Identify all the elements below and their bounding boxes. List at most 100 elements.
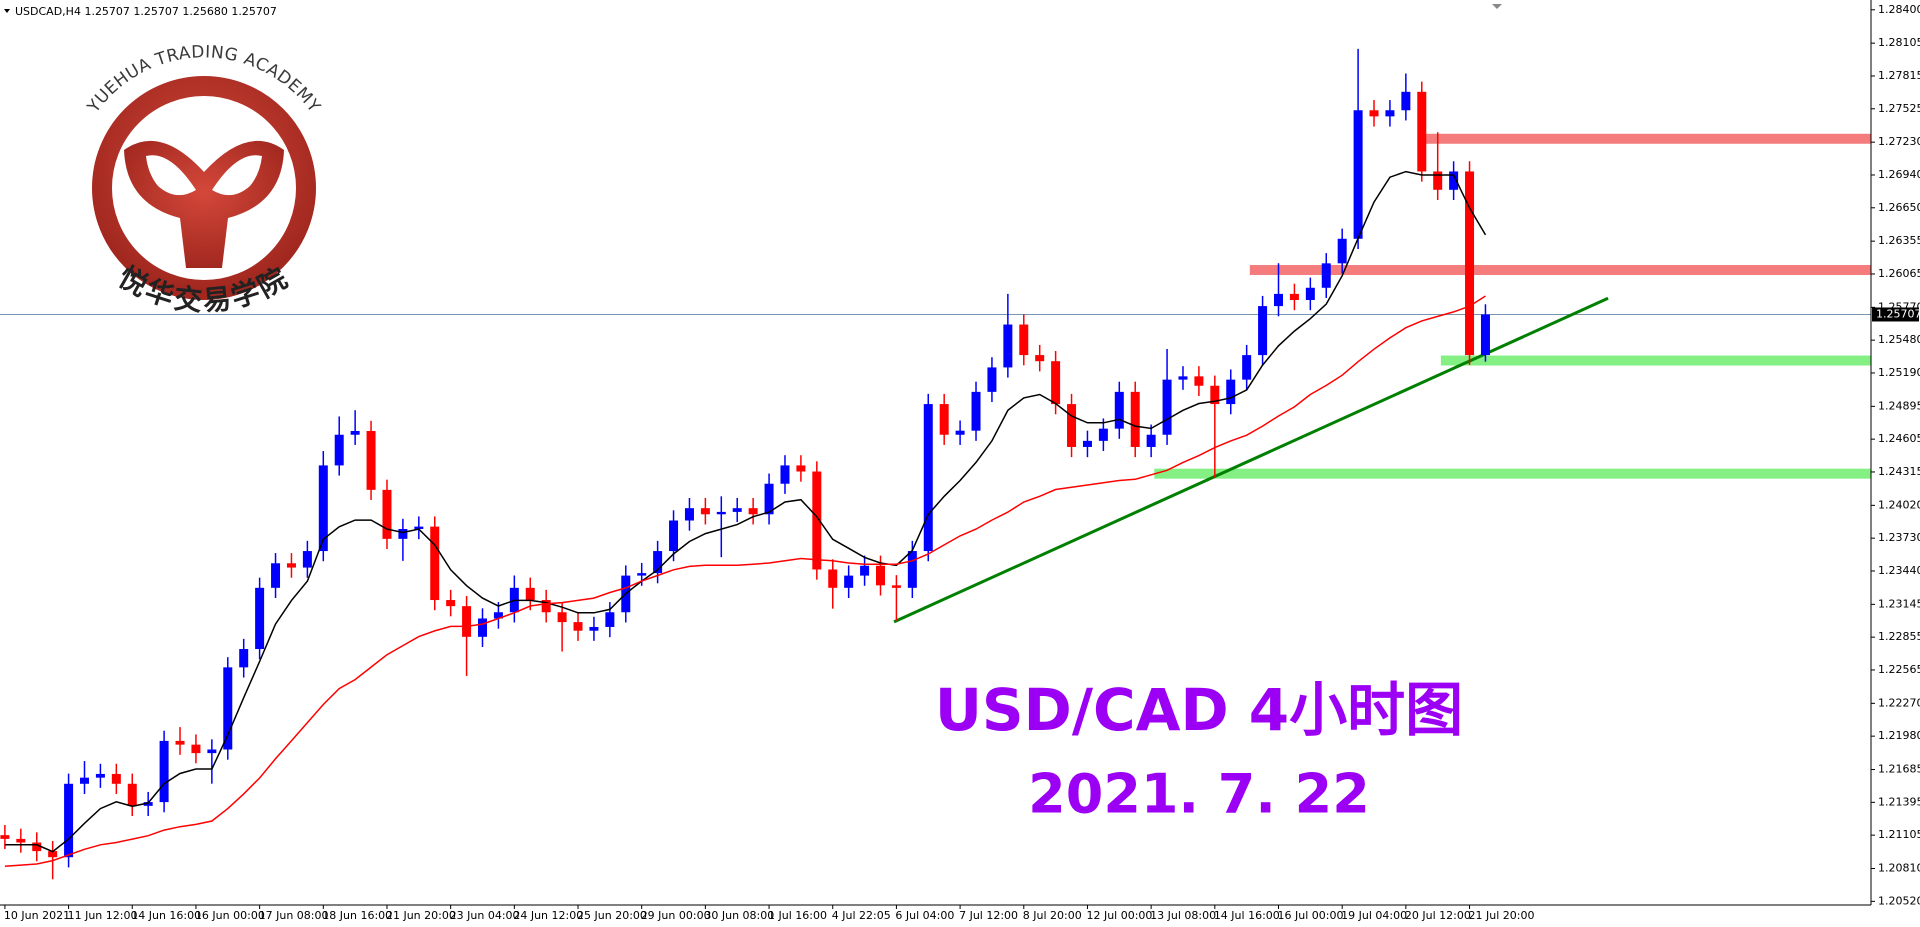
candle-body [255,587,265,650]
candle-body [637,573,647,576]
x-tick-label: 21 Jul 20:00 [1469,909,1535,922]
x-tick-label: 7 Jul 12:00 [959,909,1018,922]
candle-body [1337,238,1347,264]
y-tick-label: 1.26065 [1878,267,1920,280]
x-tick-label: 10 Jun 2021 [4,909,70,922]
x-tick-label: 13 Jul 08:00 [1150,909,1216,922]
candle-body [971,391,981,431]
candle-body [1242,355,1252,380]
candle-body [493,612,503,619]
candle-body [1226,379,1236,405]
candle-body [175,740,185,745]
candle-body [1449,171,1459,190]
candle-body [32,842,42,852]
y-tick-label: 1.22270 [1878,696,1920,709]
candle-body [828,569,838,588]
candle-body [1305,287,1315,300]
menu-triangle[interactable] [4,9,10,13]
y-tick-label: 1.20810 [1878,862,1920,875]
y-tick-label: 1.21685 [1878,763,1920,776]
candle-body [446,600,456,607]
candle-body [923,404,933,552]
candle-body [1274,293,1283,307]
candle-body [0,835,10,839]
candle-body [334,434,344,466]
candle-body [111,773,121,784]
candle-body [1178,376,1188,380]
y-tick-label: 1.24895 [1878,399,1920,412]
y-tick-label: 1.28400 [1878,3,1920,16]
candle-body [350,431,360,435]
x-tick-label: 11 Jun 12:00 [68,909,138,922]
candle-body [1210,385,1220,405]
x-tick-label: 30 Jun 08:00 [704,909,774,922]
x-tick-label: 4 Jul 22:05 [832,909,891,922]
candle-body [1003,324,1013,368]
annotation-date: 2021. 7. 22 [1028,763,1370,826]
candle-body [939,404,949,435]
level-zone [1154,468,1871,479]
candle-body [955,430,965,435]
y-tick-label: 1.23440 [1878,564,1920,577]
candle-body [1194,376,1204,386]
y-tick-label: 1.21395 [1878,795,1920,808]
candle-body [239,649,249,668]
y-tick-label: 1.28105 [1878,36,1920,49]
x-tick-label: 20 Jul 12:00 [1405,909,1471,922]
logo-ring [92,76,316,300]
y-tick-label: 1.26355 [1878,234,1920,247]
x-tick-label: 6 Jul 04:00 [895,909,954,922]
y-tick-label: 1.24020 [1878,498,1920,511]
y-tick-label: 1.26940 [1878,168,1920,181]
candle-body [1289,293,1299,300]
candle-body [1369,110,1379,117]
candle-body [302,551,312,568]
candle-body [987,367,997,392]
y-tick-label: 1.23145 [1878,597,1920,610]
candle-body [398,528,408,539]
candle-body [430,526,440,601]
candle-body [780,465,790,484]
candle-body [462,606,472,637]
candle-body [95,773,105,778]
candle-body [748,508,758,515]
x-tick-label: 19 Jul 04:00 [1341,909,1407,922]
candle-body [207,749,217,754]
y-tick-label: 1.22855 [1878,630,1920,643]
logo-emblem-cut [146,155,262,196]
y-tick-label: 1.26650 [1878,201,1920,214]
candle-body [860,565,870,576]
y-tick-label: 1.22565 [1878,663,1920,676]
candle-body [127,783,137,806]
candle-body [557,612,567,623]
moving-average [4,170,1487,853]
level-zone [1424,133,1871,144]
candle-body [1465,171,1475,356]
candle-body [541,600,551,613]
x-tick-label: 14 Jul 16:00 [1214,909,1280,922]
x-tick-label: 14 Jun 16:00 [131,909,201,922]
candle-body [1321,263,1331,288]
candle-body [653,551,663,574]
candle-body [271,563,281,588]
candle-body [876,565,885,586]
candle-body [382,489,392,539]
candle-body [669,520,679,552]
y-tick-label: 1.21105 [1878,828,1920,841]
candle-body [684,508,694,521]
candle-body [1353,110,1363,239]
candle-body [1098,428,1108,441]
x-tick-label: 12 Jul 00:00 [1086,909,1152,922]
candle-body [1258,306,1268,356]
candle-body [796,465,806,472]
candle-body [1146,434,1156,447]
candle-body [1385,110,1395,117]
x-tick-label: 16 Jul 00:00 [1278,909,1344,922]
x-tick-label: 23 Jun 04:00 [450,909,520,922]
candle-body [1082,440,1092,447]
y-tick-label: 1.27230 [1878,135,1920,148]
candle-body [1433,171,1443,190]
x-tick-label: 25 Jun 20:00 [577,909,647,922]
